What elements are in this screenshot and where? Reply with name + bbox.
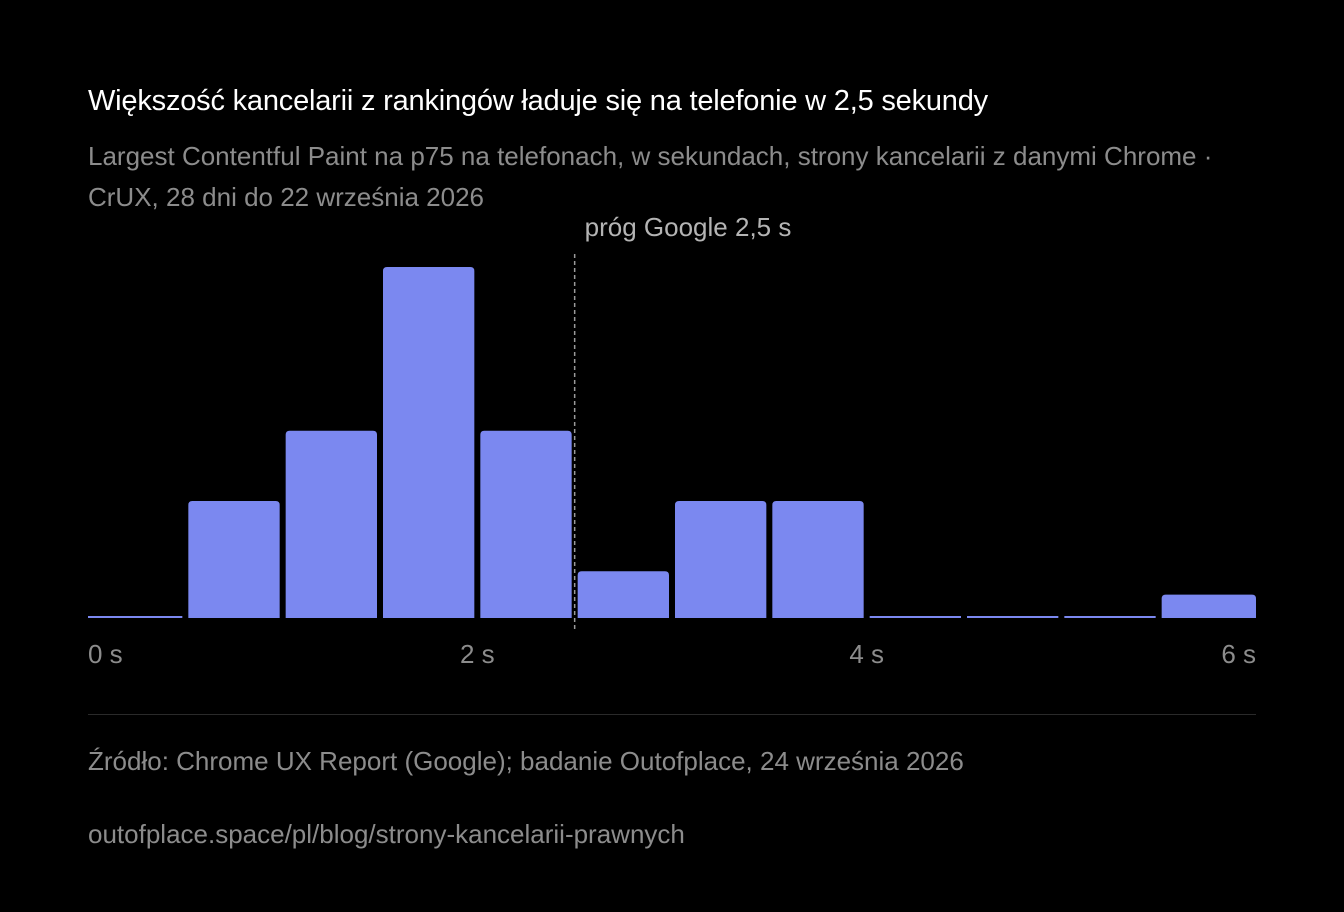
footer-divider (88, 714, 1256, 715)
histogram-bar (1161, 594, 1256, 618)
threshold-layer: próg Google 2,5 s (573, 212, 792, 631)
histogram-bar (1064, 616, 1156, 618)
histogram-bar (577, 571, 669, 618)
x-tick-label: 2 s (460, 639, 495, 669)
bars-layer (88, 267, 1256, 618)
chart-title: Większość kancelarii z rankingów ładuje … (88, 85, 988, 117)
histogram-bar (772, 501, 864, 618)
histogram-chart: próg Google 2,5 s 0 s 2 s 4 s 6 s (88, 212, 1256, 669)
histogram-bar (285, 430, 377, 618)
histogram-bar (869, 616, 961, 618)
page-url: outofplace.space/pl/blog/strony-kancelar… (88, 819, 685, 849)
x-tick-label: 4 s (849, 639, 884, 669)
histogram-bar (967, 616, 1059, 618)
histogram-bar (480, 430, 572, 618)
x-tick-labels: 0 s 2 s 4 s 6 s (88, 639, 1256, 669)
histogram-bar (88, 616, 183, 618)
x-tick-label: 6 s (1221, 639, 1256, 669)
chart-subtitle: Largest Contentful Paint na p75 na telef… (88, 141, 1213, 212)
histogram-bar (383, 267, 475, 618)
source-note: Źródło: Chrome UX Report (Google); badan… (88, 746, 964, 776)
x-tick-label: 0 s (88, 639, 123, 669)
histogram-bar (675, 501, 767, 618)
histogram-bar (188, 501, 280, 618)
threshold-label: próg Google 2,5 s (585, 212, 792, 242)
